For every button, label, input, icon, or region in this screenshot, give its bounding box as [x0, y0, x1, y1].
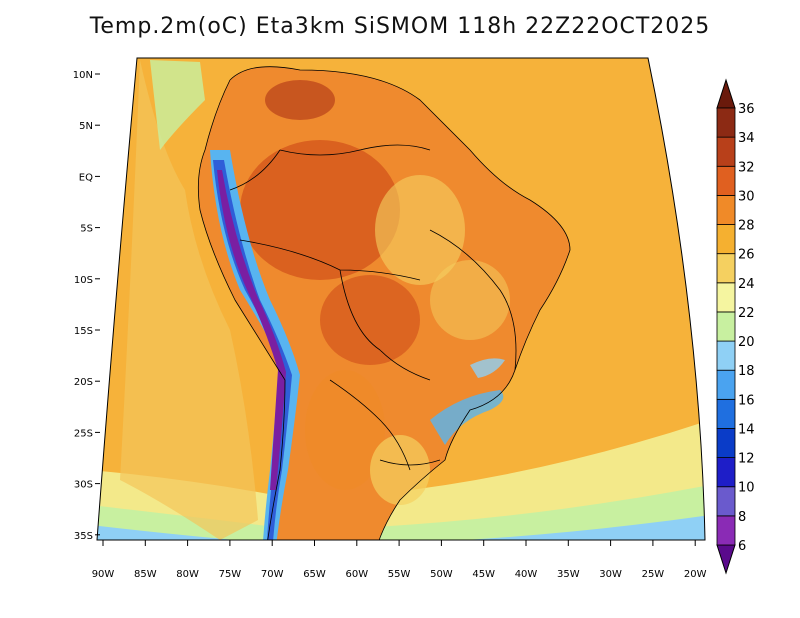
- colorbar-label-12: 12: [738, 452, 755, 467]
- colorbar-segment: [716, 224, 736, 255]
- lon-label-9: 45W: [472, 569, 495, 580]
- lon-label-2: 80W: [176, 569, 199, 580]
- colorbar-segment: [716, 369, 736, 400]
- colorbar-segment: [716, 165, 736, 196]
- lon-label-5: 65W: [303, 569, 326, 580]
- lat-label-2: EQ: [79, 172, 93, 183]
- colorbar-segment: [716, 253, 736, 284]
- lat-label-5: 15S: [74, 326, 93, 337]
- lon-label-13: 25W: [642, 569, 665, 580]
- venezuela-hot-region: [265, 80, 335, 120]
- andes-high-band: [217, 170, 286, 490]
- lat-label-9: 35S: [74, 531, 93, 542]
- colorbar-label-28: 28: [738, 219, 755, 234]
- colorbar-segment: [716, 282, 736, 313]
- colorbar-label-6: 6: [738, 539, 746, 554]
- colorbar-label-30: 30: [738, 189, 755, 204]
- colorbar-bottom-arrow: [716, 544, 736, 575]
- border-bolivia: [339, 269, 431, 381]
- chaco-region: [305, 370, 385, 490]
- atlantic-coastline: [229, 66, 571, 540]
- lat-label-3: 5S: [80, 224, 93, 235]
- amazon-hot-region: [240, 140, 400, 280]
- colorbar-label-16: 16: [738, 393, 755, 408]
- colorbar-segment: [716, 428, 736, 459]
- colorbar: 6 8 10 12 14 16 18 20 22 24 26 28 30 32 34 36: [716, 78, 755, 575]
- colorbar-label-34: 34: [738, 131, 755, 146]
- lon-label-14: 20W: [684, 569, 707, 580]
- border-paraguay: [329, 379, 411, 471]
- lon-label-1: 85W: [134, 569, 157, 580]
- colorbar-label-24: 24: [738, 277, 755, 292]
- colorbar-segment: [716, 311, 736, 342]
- colorbar-label-22: 22: [738, 306, 755, 321]
- cerrado-mild-region: [375, 175, 465, 285]
- border-brazil-states: [429, 229, 517, 371]
- map-field: [97, 58, 705, 540]
- colorbar-label-18: 18: [738, 364, 755, 379]
- lon-label-10: 40W: [515, 569, 538, 580]
- lon-label-4: 70W: [261, 569, 284, 580]
- uruguay-mild-region: [370, 435, 430, 505]
- colorbar-top-arrow: [716, 78, 736, 109]
- colorbar-label-32: 32: [738, 160, 755, 175]
- border-colombia: [229, 149, 281, 191]
- colorbar-label-10: 10: [738, 481, 755, 496]
- border-peru-brazil: [239, 239, 421, 281]
- colorbar-label-8: 8: [738, 510, 746, 525]
- lat-label-4: 10S: [74, 275, 93, 286]
- longitude-axis: 90W 85W 80W 75W 70W 65W 60W 55W 50W 45W 40W 35W 30W 2…: [92, 540, 707, 580]
- pacific-band: [120, 60, 258, 540]
- lon-label-11: 35W: [557, 569, 580, 580]
- colorbar-segment: [716, 457, 736, 488]
- serra-do-mar-cool: [430, 390, 504, 445]
- lat-label-8: 30S: [74, 480, 93, 491]
- colorbar-segment: [716, 398, 736, 429]
- domain-outline: [96, 57, 706, 541]
- lon-label-6: 60W: [345, 569, 368, 580]
- lat-label-0: 10N: [73, 70, 93, 81]
- lon-label-0: 90W: [92, 569, 115, 580]
- country-borders: [197, 66, 571, 540]
- colorbar-label-36: 36: [738, 102, 755, 117]
- east-mild-region: [430, 260, 510, 340]
- latitude-axis: 10N 5N EQ 5S 10S 15S 20S 25S 30S 35S: [73, 70, 100, 542]
- caribbean-cool-patch: [150, 60, 205, 150]
- colorbar-label-14: 14: [738, 422, 755, 437]
- colorbar-segment: [716, 515, 736, 546]
- lon-label-3: 75W: [219, 569, 242, 580]
- lon-label-8: 50W: [430, 569, 453, 580]
- colorbar-segment: [716, 340, 736, 371]
- border-uruguay: [379, 459, 441, 466]
- colorbar-segment: [716, 194, 736, 225]
- colorbar-segment: [716, 107, 736, 138]
- minas-cool: [470, 358, 505, 378]
- lon-label-7: 55W: [388, 569, 411, 580]
- central-hot-region: [320, 275, 420, 365]
- colorbar-segment: [716, 486, 736, 517]
- colorbar-segment: [716, 136, 736, 167]
- lat-label-1: 5N: [79, 121, 93, 132]
- lat-label-7: 25S: [74, 428, 93, 439]
- border-guianas: [279, 144, 431, 156]
- lat-label-6: 20S: [74, 377, 93, 388]
- colorbar-label-26: 26: [738, 248, 755, 263]
- map-title: Temp.2m(oC) Eta3km SiSMOM 118h 22Z22OCT2…: [89, 14, 711, 39]
- lon-label-12: 30W: [599, 569, 622, 580]
- pacific-coastline: [197, 79, 286, 540]
- colorbar-label-20: 20: [738, 335, 755, 350]
